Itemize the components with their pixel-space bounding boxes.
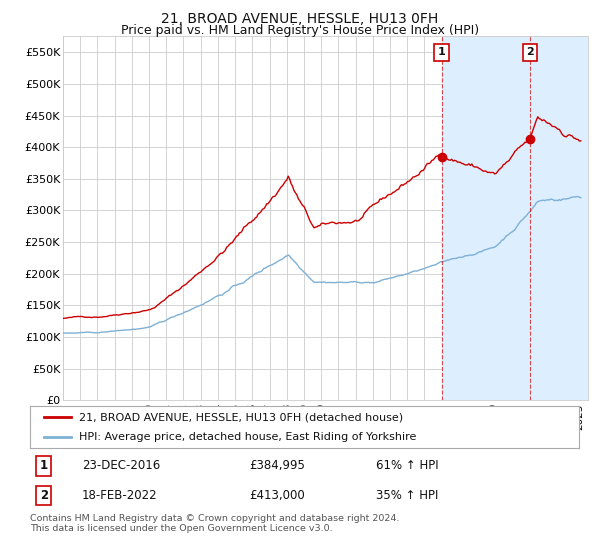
Text: 35% ↑ HPI: 35% ↑ HPI [376,489,438,502]
Text: HPI: Average price, detached house, East Riding of Yorkshire: HPI: Average price, detached house, East… [79,432,417,442]
Text: 2: 2 [40,489,48,502]
Text: 1: 1 [438,47,446,57]
Text: Price paid vs. HM Land Registry's House Price Index (HPI): Price paid vs. HM Land Registry's House … [121,24,479,37]
Text: 21, BROAD AVENUE, HESSLE, HU13 0FH: 21, BROAD AVENUE, HESSLE, HU13 0FH [161,12,439,26]
Text: Contains HM Land Registry data © Crown copyright and database right 2024.
This d: Contains HM Land Registry data © Crown c… [30,514,400,533]
Text: £413,000: £413,000 [250,489,305,502]
Bar [442,36,588,400]
Text: 23-DEC-2016: 23-DEC-2016 [82,459,160,473]
Text: 2: 2 [526,47,533,57]
Text: 1: 1 [40,459,48,473]
Text: 18-FEB-2022: 18-FEB-2022 [82,489,158,502]
Text: 21, BROAD AVENUE, HESSLE, HU13 0FH (detached house): 21, BROAD AVENUE, HESSLE, HU13 0FH (deta… [79,412,404,422]
Text: 61% ↑ HPI: 61% ↑ HPI [376,459,439,473]
Text: £384,995: £384,995 [250,459,305,473]
